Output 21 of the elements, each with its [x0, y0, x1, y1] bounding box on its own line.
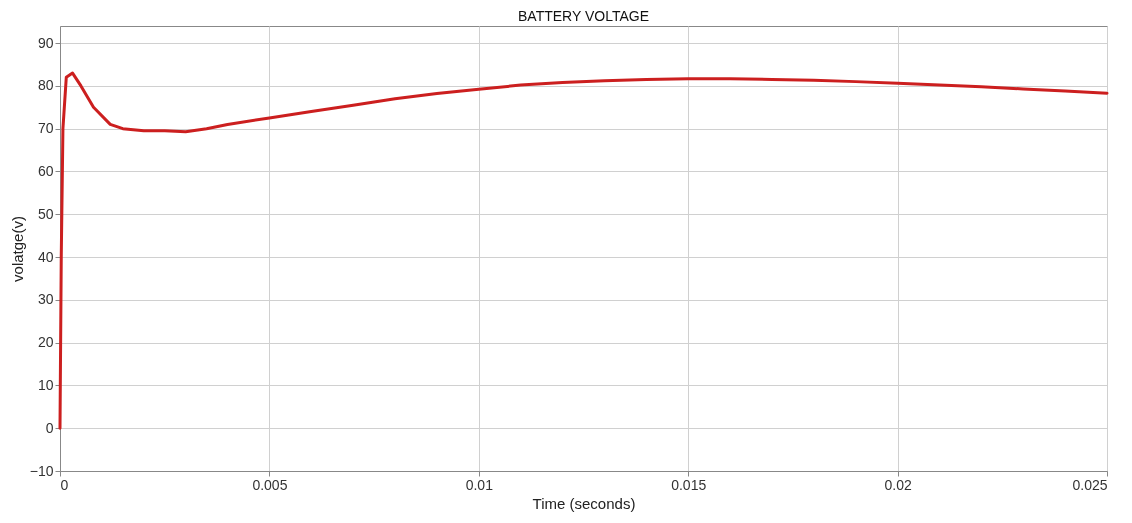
x-tick-label: 0.02 [884, 476, 912, 493]
y-axis-title: volatge(v) [8, 216, 26, 282]
x-tick-label: 0.01 [465, 476, 494, 493]
y-tick-label: 30 [37, 291, 54, 308]
x-tick-label: 0.025 [1072, 476, 1108, 493]
y-tick-label: 0 [45, 419, 54, 436]
chart-title: BATTERY VOLTAGE [518, 8, 649, 24]
x-tick-label: 0 [60, 476, 69, 493]
y-tick-label: −10 [29, 462, 54, 479]
y-tick-label: 50 [37, 205, 54, 222]
x-tick-label: 0.005 [252, 476, 288, 493]
y-tick-label: 10 [37, 376, 54, 393]
y-tick-label: 80 [37, 77, 54, 94]
y-tick-label: 90 [37, 34, 54, 51]
x-tick-label: 0.015 [671, 476, 707, 493]
y-tick-label: 40 [37, 248, 54, 265]
x-axis-title: Time (seconds) [532, 494, 636, 512]
y-tick-label: 20 [37, 334, 54, 351]
y-tick-label: 70 [37, 120, 54, 137]
y-tick-label: 60 [37, 162, 54, 179]
line-series [58, 71, 1109, 430]
